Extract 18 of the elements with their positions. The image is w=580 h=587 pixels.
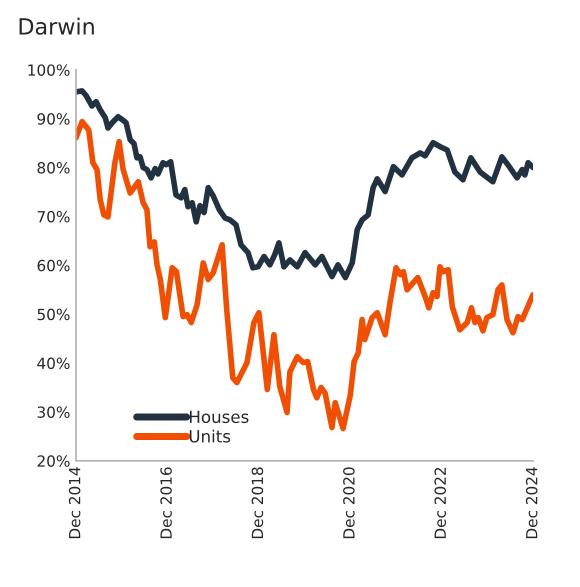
- y-tick-label: 60%: [38, 260, 70, 272]
- x-tick-label: Dec 2022: [434, 468, 446, 538]
- x-tick-label: Dec 2024: [526, 467, 538, 538]
- y-tick-label: 20%: [38, 455, 70, 467]
- x-tick-label: Dec 2018: [252, 467, 264, 538]
- y-tick-label: 50%: [38, 308, 70, 320]
- x-tick-label: Dec 2020: [343, 467, 355, 538]
- y-tick-label: 80%: [38, 162, 70, 174]
- legend-label: Units: [190, 430, 230, 443]
- x-tick-label: Dec 2016: [160, 467, 172, 538]
- y-tick-label: 30%: [38, 406, 70, 418]
- y-tick-label: 100%: [28, 64, 70, 76]
- y-tick-label: 90%: [37, 113, 70, 125]
- x-tick-label: Dec 2014: [68, 467, 80, 538]
- legend-label: Houses: [190, 410, 248, 424]
- y-tick-label: 40%: [37, 358, 70, 370]
- chart-title: Darwin: [20, 18, 94, 35]
- y-tick-label: 70%: [38, 210, 70, 222]
